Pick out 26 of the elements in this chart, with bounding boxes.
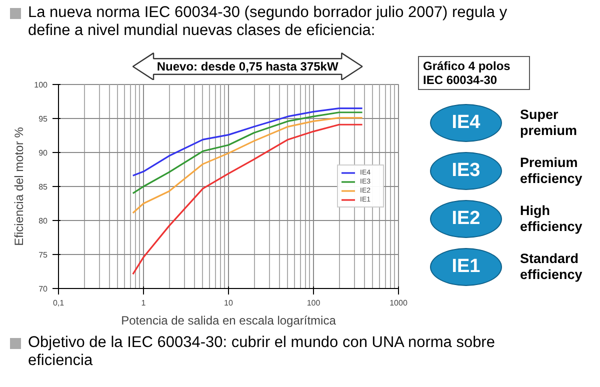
text: Premium efficiency [520, 155, 584, 187]
x-tick-label: 100 [306, 298, 321, 308]
y-tick-label: 100 [34, 80, 48, 90]
text: Nuevo: desde 0,75 hasta 375kW [156, 60, 339, 74]
chart-title: La nueva norma IEC 60034-30 (segundo borrador julio 2007) regula y define a nivel mundial nuevas clases de eficiencia: [27, 4, 508, 40]
y-tick-label: 90 [38, 148, 48, 158]
category-label: IE3 [430, 152, 502, 190]
x-axis-title: Potencia de salida en escala logarítmica [121, 314, 336, 328]
x-tick-label: 10 [224, 298, 234, 308]
text: Objetivo de la IEC 60034-30: cubrir el mundo con UNA norma sobre eficiencia [27, 334, 496, 370]
text: High efficiency [520, 203, 584, 235]
y-tick-label: 75 [38, 250, 48, 260]
y-tick-label: 70 [38, 284, 48, 294]
x-tick-label: 0,1 [52, 298, 65, 308]
y-tick-label: 95 [38, 114, 48, 124]
category-label: IE4 [430, 104, 502, 142]
category-label: IE1 [430, 248, 502, 286]
category-label: IE2 [430, 200, 502, 238]
y-tick-label: 80 [38, 216, 48, 226]
text: Gráfico 4 polos IEC 60034-30 [418, 56, 530, 90]
text: Super premium [520, 107, 578, 139]
x-tick-label: 1000 [390, 298, 408, 308]
y-tick-label: 85 [38, 182, 48, 192]
y-axis-title: Eficiencia del motor % [12, 126, 26, 246]
x-tick-label: 1 [141, 298, 146, 308]
text: Standard efficiency [520, 251, 584, 283]
